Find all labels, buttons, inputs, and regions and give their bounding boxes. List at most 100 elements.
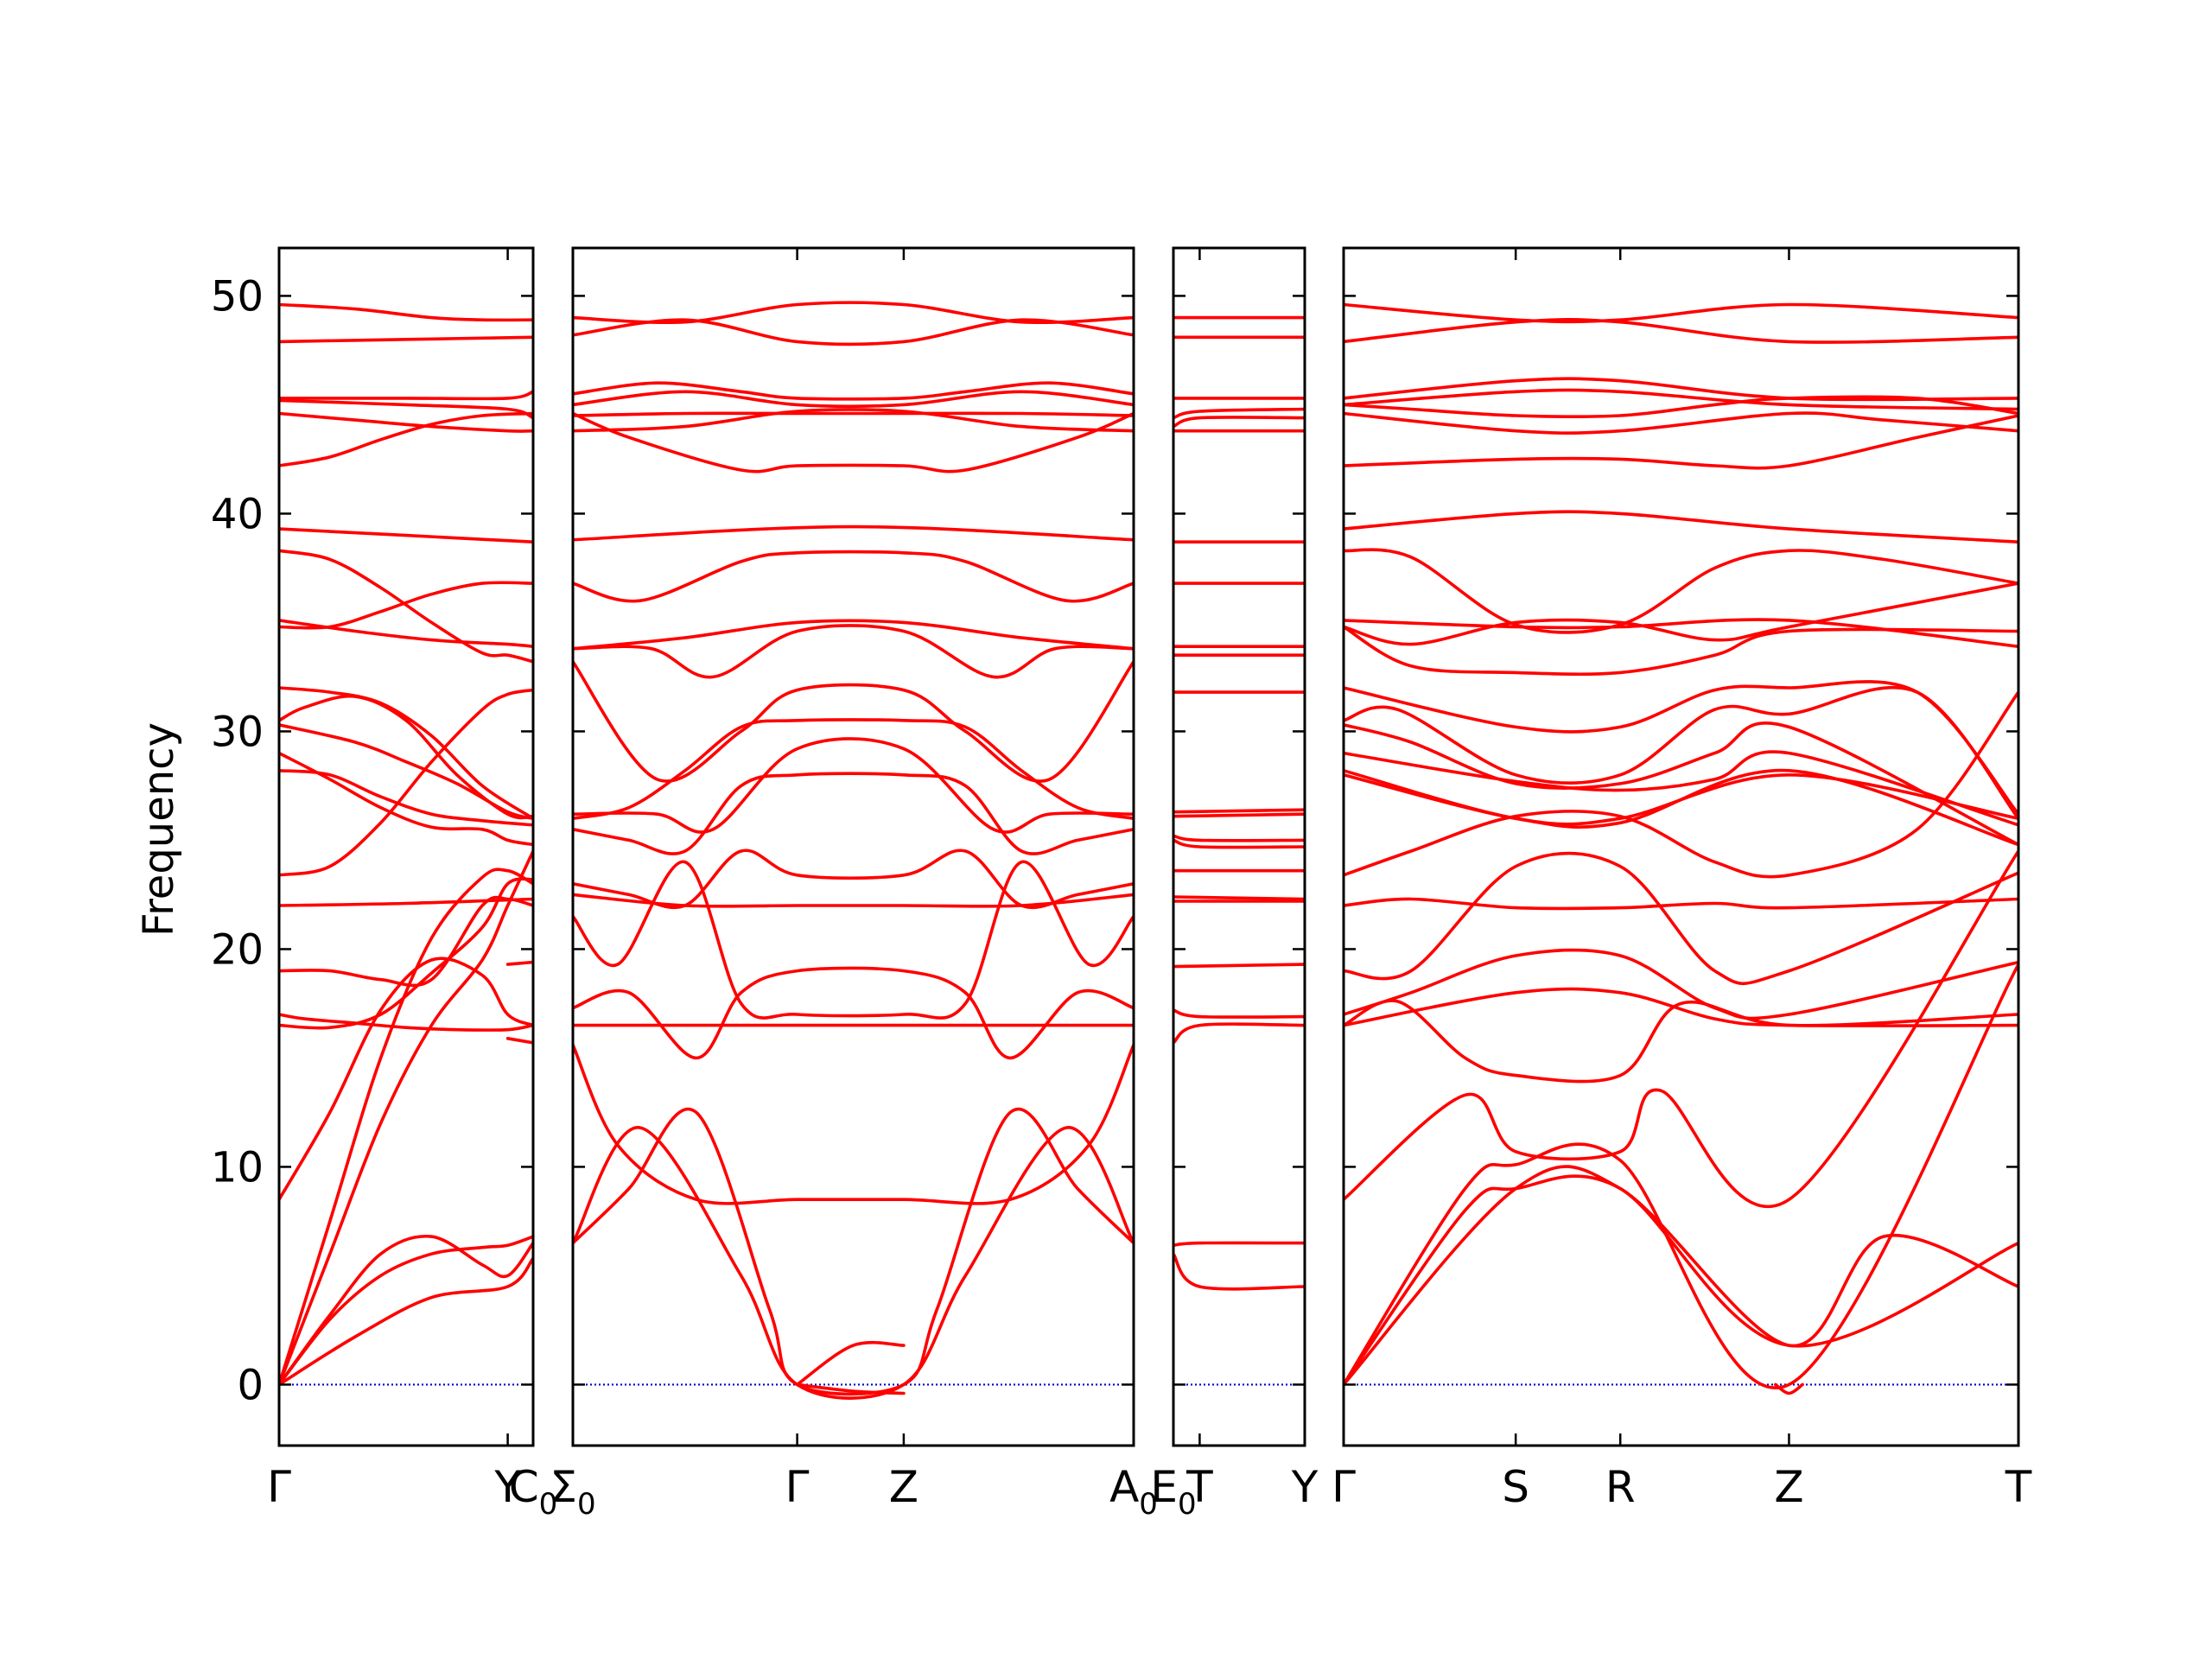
phonon-band	[1173, 1008, 1305, 1019]
phonon-band	[1173, 407, 1305, 420]
phonon-band	[279, 895, 533, 988]
phonon-band	[279, 1013, 533, 1032]
k-point-symbol: T	[2005, 1462, 2032, 1512]
phonon-band	[573, 411, 1134, 474]
y-tick-label: 0	[237, 1361, 264, 1409]
phonon-band	[1173, 1252, 1305, 1291]
phonon-band	[573, 1108, 1134, 1396]
phonon-band	[279, 868, 533, 1387]
phonon-band	[1173, 1241, 1305, 1247]
k-point-label: E0	[1150, 1462, 1196, 1522]
phonon-band	[1344, 414, 2018, 470]
phonon-band	[1344, 750, 2018, 827]
panel-2: Σ0 Γ Z A0	[550, 246, 1158, 1522]
phonon-band	[279, 769, 533, 827]
band-group	[279, 302, 533, 1387]
phonon-band	[1344, 1165, 2018, 1387]
k-point-symbol: A	[1109, 1462, 1139, 1512]
k-point-symbol: Γ	[785, 1462, 810, 1512]
phonon-band	[1344, 849, 2018, 1209]
y-tick-label: 50	[211, 272, 264, 321]
phonon-band	[573, 860, 1134, 1020]
y-tick-label: 20	[211, 925, 264, 974]
phonon-band	[1173, 838, 1305, 849]
k-point-subscript: 0	[577, 1487, 596, 1522]
k-point-symbol: Z	[889, 1462, 918, 1512]
k-point-subscript: 0	[539, 1487, 558, 1522]
y-tick-label: 40	[211, 490, 264, 538]
band-group	[1344, 302, 2018, 1395]
phonon-band	[1173, 1022, 1305, 1045]
k-point-symbol: Γ	[1332, 1462, 1356, 1512]
phonon-band	[1344, 548, 2018, 634]
k-point-label: Γ	[1332, 1462, 1356, 1512]
phonon-band	[279, 688, 533, 877]
phonon-band	[1344, 963, 2018, 1389]
phonon-band	[573, 408, 1134, 433]
phonon-band	[279, 398, 533, 420]
phonon-band	[1344, 582, 2018, 646]
phonon-band	[573, 390, 1134, 409]
phonon-band	[279, 849, 533, 1387]
phonon-band	[279, 751, 533, 847]
k-point-symbol: Σ	[550, 1462, 577, 1512]
phonon-band	[1344, 510, 2018, 543]
phonon-band	[279, 335, 533, 344]
phonon-band	[1344, 721, 2018, 847]
phonon-band	[1173, 834, 1305, 842]
k-point-symbol: C	[509, 1462, 539, 1512]
phonon-band	[573, 524, 1134, 542]
k-point-subscript: 0	[1139, 1487, 1158, 1522]
phonon-band	[279, 1235, 533, 1387]
phonon-band	[1774, 1382, 1804, 1395]
phonon-band	[279, 686, 533, 820]
phonon-band	[573, 849, 1134, 910]
y-axis-label: Frequency	[135, 722, 183, 937]
phonon-band	[279, 411, 533, 433]
k-point-label: T	[2005, 1462, 2032, 1512]
k-point-symbol: Y	[493, 1462, 521, 1512]
panel-3: E0T Y	[1150, 246, 1319, 1522]
phonon-band	[573, 1126, 1134, 1400]
y-tick-label: 30	[211, 708, 264, 756]
phonon-band	[279, 694, 533, 820]
phonon-band	[279, 527, 533, 543]
phonon-band	[573, 619, 1134, 651]
phonon-band	[573, 381, 1134, 401]
k-point-label: Σ0	[550, 1462, 595, 1522]
k-point-label: R	[1605, 1462, 1636, 1512]
phonon-band	[1344, 395, 2018, 419]
panel-frame	[1342, 246, 2020, 1447]
phonon-band	[1344, 318, 2018, 344]
phonon-band	[1344, 686, 2018, 820]
phonon-band	[573, 893, 1134, 908]
phonon-band	[1344, 999, 2018, 1084]
phonon-band	[1344, 302, 2018, 324]
k-point-symbol: Y	[1291, 1462, 1319, 1512]
k-point-label: A0	[1109, 1462, 1158, 1522]
k-point-label: S	[1502, 1462, 1529, 1512]
phonon-band	[279, 1256, 533, 1387]
phonon-band	[1344, 690, 2018, 879]
phonon-band	[505, 960, 533, 966]
phonon-band	[573, 718, 1134, 820]
phonon-band	[1344, 377, 2018, 402]
k-point-label: Y	[1291, 1462, 1319, 1512]
panel-1: Γ YC0	[267, 246, 558, 1522]
phonon-band	[505, 1037, 533, 1045]
phonon-band	[1344, 851, 2018, 985]
phonon-band	[279, 302, 533, 322]
k-point-symbol: Γ	[267, 1462, 291, 1512]
k-point-symbol: E	[1150, 1462, 1178, 1512]
k-point-symbol: Z	[1774, 1462, 1803, 1512]
phonon-band	[1344, 411, 2018, 435]
k-point-label: Z	[1774, 1462, 1803, 1512]
k-point-subscript: 0	[1178, 1487, 1197, 1522]
phonon-band	[573, 737, 1134, 834]
phonon-band	[573, 301, 1134, 325]
phonon-band	[279, 411, 533, 467]
phonon-band	[1173, 963, 1305, 969]
phonon-band	[573, 772, 1134, 855]
phonon-band	[279, 897, 533, 907]
